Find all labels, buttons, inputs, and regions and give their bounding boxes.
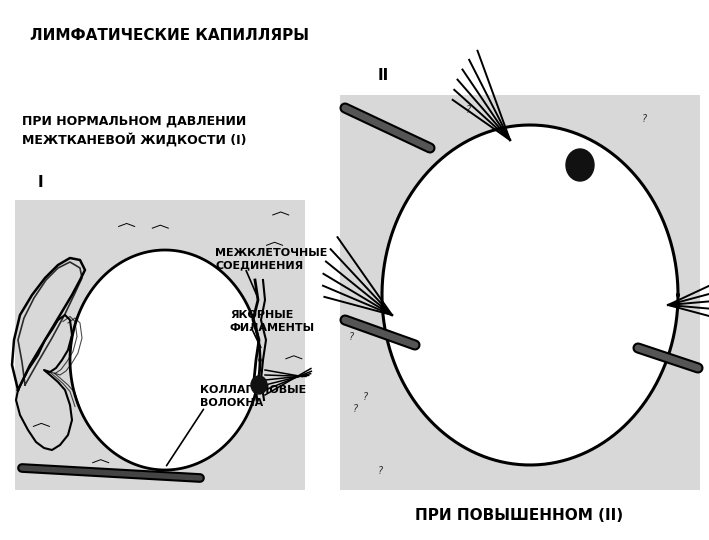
Text: ?: ? [642, 113, 647, 124]
Text: МЕЖКЛЕТОЧНЫЕ
СОЕДИНЕНИЯ: МЕЖКЛЕТОЧНЫЕ СОЕДИНЕНИЯ [215, 248, 328, 271]
Text: II: II [378, 68, 389, 83]
Ellipse shape [566, 149, 594, 181]
Polygon shape [70, 250, 260, 470]
Bar [340, 95, 700, 490]
Bar [15, 200, 305, 490]
Text: ПРИ ПОВЫШЕННОМ (II): ПРИ ПОВЫШЕННОМ (II) [415, 508, 623, 523]
Text: ?: ? [363, 392, 368, 402]
Text: ?: ? [466, 105, 471, 116]
Text: ПРИ НОРМАЛЬНОМ ДАВЛЕНИИ
МЕЖТКАНЕВОЙ ЖИДКОСТИ (I): ПРИ НОРМАЛЬНОМ ДАВЛЕНИИ МЕЖТКАНЕВОЙ ЖИДК… [22, 115, 247, 146]
Text: ?: ? [352, 404, 357, 414]
Text: ?: ? [377, 466, 383, 476]
Ellipse shape [251, 376, 267, 394]
Text: ?: ? [349, 332, 354, 342]
Text: ЛИМФАТИЧЕСКИЕ КАПИЛЛЯРЫ: ЛИМФАТИЧЕСКИЕ КАПИЛЛЯРЫ [30, 28, 309, 43]
Polygon shape [382, 125, 678, 465]
Text: КОЛЛАГЕНОВЫЕ
ВОЛОКНА: КОЛЛАГЕНОВЫЕ ВОЛОКНА [200, 385, 306, 408]
Text: ЯКОРНЫЕ
ФИЛАМЕНТЫ: ЯКОРНЫЕ ФИЛАМЕНТЫ [230, 310, 315, 333]
Text: I: I [38, 175, 44, 190]
